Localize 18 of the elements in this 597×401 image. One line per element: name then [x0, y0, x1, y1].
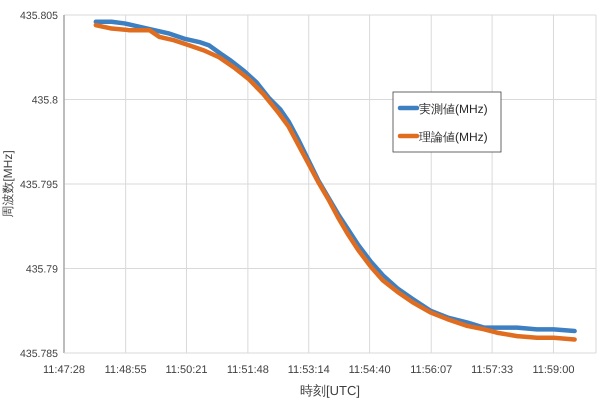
y-tick-label: 435.805 [20, 10, 58, 22]
y-tick-label: 435.795 [20, 179, 58, 191]
x-tick-label: 11:57:33 [471, 364, 514, 376]
x-axis-title: 時刻[UTC] [300, 383, 360, 398]
legend-label: 理論値(MHz) [419, 130, 488, 144]
x-tick-label: 11:59:00 [532, 364, 574, 376]
y-tick-label: 435.785 [20, 348, 58, 360]
x-tick-label: 11:56:07 [410, 364, 452, 376]
y-axis-title: 周波数[MHz] [1, 150, 15, 218]
legend-label: 実測値(MHz) [419, 102, 488, 116]
x-tick-label: 11:51:48 [226, 364, 269, 376]
x-tick-label: 11:50:21 [165, 364, 208, 376]
x-tick-label: 11:53:14 [288, 364, 330, 376]
x-tick-label: 11:47:28 [42, 364, 86, 376]
x-tick-label: 11:48:55 [104, 364, 147, 376]
y-tick-label: 435.8 [32, 94, 58, 106]
x-tick-label: 11:54:40 [348, 364, 391, 376]
y-tick-label: 435.79 [26, 264, 58, 276]
